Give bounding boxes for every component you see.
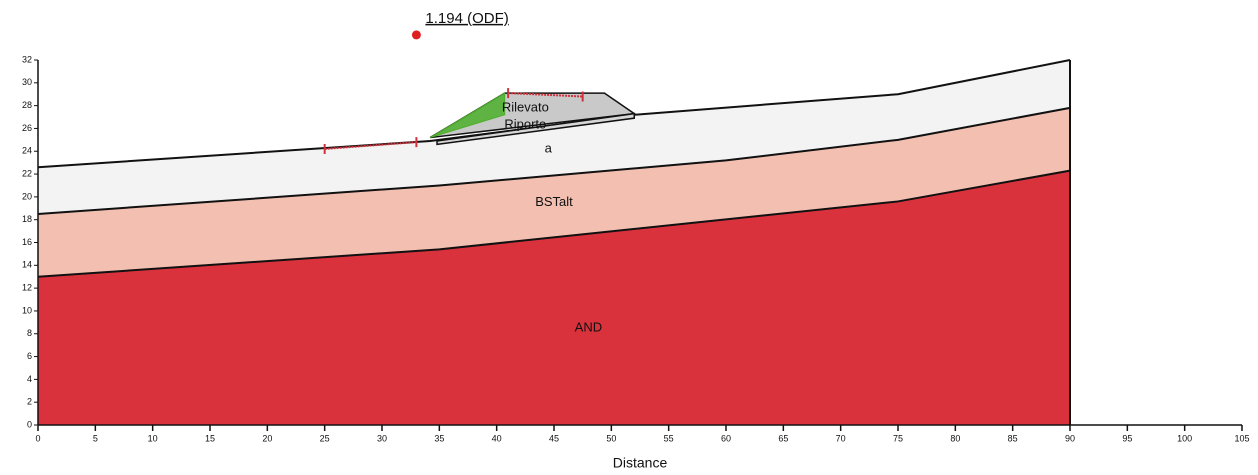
y-tick-label: 18: [22, 214, 32, 224]
x-tick-label: 60: [721, 433, 731, 443]
y-tick-label: 32: [22, 54, 32, 64]
x-tick-label: 30: [377, 433, 387, 443]
x-tick-label: 90: [1065, 433, 1075, 443]
y-tick-label: 14: [22, 260, 32, 270]
x-tick-label: 95: [1122, 433, 1132, 443]
x-tick-label: 45: [549, 433, 559, 443]
y-tick-label: 2: [27, 397, 32, 407]
y-tick-label: 16: [22, 237, 32, 247]
y-tick-label: 30: [22, 77, 32, 87]
x-tick-label: 100: [1177, 433, 1192, 443]
x-tick-label: 80: [950, 433, 960, 443]
material-label: BSTalt: [535, 194, 573, 209]
x-tick-label: 75: [893, 433, 903, 443]
y-tick-label: 20: [22, 191, 32, 201]
x-tick-label: 10: [148, 433, 158, 443]
y-tick-label: 6: [27, 351, 32, 361]
critical-center: [412, 30, 421, 39]
x-tick-label: 65: [778, 433, 788, 443]
y-tick-label: 12: [22, 283, 32, 293]
x-tick-label: 0: [35, 433, 40, 443]
y-tick-label: 0: [27, 419, 32, 429]
factor-of-safety: 1.194 (ODF): [425, 10, 508, 27]
x-tick-label: 20: [262, 433, 272, 443]
x-tick-label: 25: [320, 433, 330, 443]
x-tick-label: 40: [492, 433, 502, 443]
y-tick-label: 10: [22, 305, 32, 315]
x-tick-label: 35: [434, 433, 444, 443]
y-tick-label: 26: [22, 123, 32, 133]
x-tick-label: 50: [606, 433, 616, 443]
chart: Distance a BSTalt AND Rilevato Riporto 0 5 10 15…: [0, 0, 1258, 475]
y-tick-label: 28: [22, 100, 32, 110]
x-tick-label: 85: [1008, 433, 1018, 443]
y-tick-label: 22: [22, 168, 32, 178]
x-tick-label: 5: [93, 433, 98, 443]
material-label: Riporto: [504, 116, 546, 131]
material-label: a: [545, 140, 553, 155]
material-label: Rilevato: [502, 99, 549, 114]
x-axis-title: Distance: [613, 455, 668, 471]
x-tick-label: 70: [836, 433, 846, 443]
x-tick-label: 55: [664, 433, 674, 443]
x-tick-label: 15: [205, 433, 215, 443]
y-tick-label: 24: [22, 146, 32, 156]
material-label: AND: [575, 319, 602, 334]
x-tick-label: 105: [1234, 433, 1249, 443]
y-tick-label: 8: [27, 328, 32, 338]
y-tick-label: 4: [27, 374, 32, 384]
